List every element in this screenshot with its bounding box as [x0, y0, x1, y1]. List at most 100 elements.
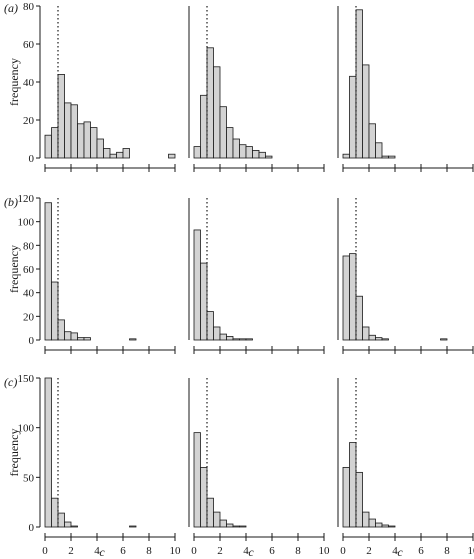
histogram-bar — [349, 75, 357, 159]
histogram-bar — [388, 525, 396, 528]
histogram-bar — [200, 262, 208, 341]
histogram-bar — [64, 102, 72, 159]
x-tick-label: 0 — [340, 545, 346, 557]
histogram-bar — [70, 525, 78, 528]
histogram-bar — [206, 311, 214, 341]
histogram-panel-a-2 — [188, 6, 325, 172]
histogram-bar — [232, 338, 240, 341]
histogram-bar — [375, 522, 383, 528]
x-tick-label: 2 — [68, 545, 74, 557]
histogram-bar — [116, 151, 124, 159]
histogram-bar — [355, 471, 363, 528]
x-tick-label: 6 — [120, 545, 126, 557]
histogram-bar — [64, 331, 72, 341]
histogram-bar — [57, 319, 65, 341]
histogram-bar — [57, 74, 65, 159]
histogram-panel-a-1: 0 20 40 60 80 frequency — [7, 1, 176, 172]
x-tick-label: 4 — [243, 545, 249, 557]
histogram-bar — [239, 525, 247, 528]
histogram-bar — [381, 338, 389, 341]
histogram-bar — [213, 66, 221, 159]
histogram-bar — [129, 525, 137, 528]
y-tick-label: 0 — [29, 153, 35, 165]
histogram-bar — [103, 148, 111, 159]
histogram-bar — [193, 146, 201, 159]
histogram-bar — [44, 202, 52, 341]
x-tick-label: 8 — [295, 545, 301, 557]
histogram-bar — [355, 9, 363, 159]
histogram-bar — [381, 155, 389, 159]
histogram-bar — [355, 295, 363, 341]
row-label-b: (b) — [4, 195, 18, 209]
histogram-bar — [77, 123, 85, 159]
histogram-bar — [245, 338, 253, 341]
x-tick-label: 0 — [191, 545, 197, 557]
histogram-panel-b-2 — [188, 198, 325, 354]
x-tick-label: 2 — [366, 545, 372, 557]
histogram-bar — [64, 521, 72, 528]
panels-group: 020406080frequency020406080100120frequen… — [7, 1, 474, 559]
y-tick-label: 80 — [23, 1, 35, 13]
histogram-bar — [122, 148, 130, 159]
histogram-bar — [342, 466, 350, 528]
x-tick-label: 2 — [217, 545, 223, 557]
histogram-bar — [265, 155, 273, 159]
histogram-bar — [226, 336, 234, 341]
x-tick-label: 8 — [444, 545, 450, 557]
histogram-bar — [200, 466, 208, 528]
histogram-bar — [375, 142, 383, 159]
histogram-bar — [245, 146, 253, 159]
histogram-bar — [368, 518, 376, 528]
histogram-bar — [51, 127, 59, 159]
x-tick-label: 6 — [418, 545, 424, 557]
histogram-bar — [90, 127, 98, 159]
y-tick-label: 100 — [18, 423, 35, 435]
histogram-bar — [83, 121, 91, 159]
histogram-bar — [213, 326, 221, 341]
y-tick-label: 50 — [23, 472, 35, 484]
histogram-bar — [258, 151, 266, 159]
histogram-bar — [362, 511, 370, 528]
x-tick-label: 0 — [42, 545, 48, 557]
y-tick-label: 150 — [18, 373, 35, 385]
histogram-bar — [206, 497, 214, 528]
histogram-bar — [368, 334, 376, 341]
histogram-bar — [193, 432, 201, 528]
x-tick-label: 10 — [170, 545, 182, 557]
histogram-bar — [168, 153, 176, 159]
y-axis-label: frequency — [7, 58, 21, 106]
row-label-c: (c) — [4, 375, 17, 389]
histogram-bar — [226, 127, 234, 159]
x-tick-label: 10 — [319, 545, 331, 557]
y-tick-label: 0 — [29, 335, 35, 347]
x-axis-label: c — [248, 545, 254, 559]
histogram-bar — [213, 511, 221, 528]
histogram-bar — [368, 123, 376, 159]
histogram-panel-b-3 — [337, 198, 474, 354]
y-axis-label: frequency — [7, 429, 21, 477]
histogram-panel-c-2: 0 2 4 6 8 10 c — [188, 378, 331, 559]
histogram-bar — [388, 155, 396, 159]
histogram-bar — [44, 377, 52, 528]
histogram-bar — [219, 106, 227, 159]
histogram-bar — [239, 144, 247, 159]
y-tick-label: 60 — [23, 264, 35, 276]
histogram-bar — [206, 47, 214, 159]
x-tick-label: 10 — [468, 545, 474, 557]
histogram-bar — [109, 153, 117, 159]
y-tick-label: 60 — [23, 39, 35, 51]
histogram-bar — [70, 104, 78, 159]
histogram-bar — [349, 442, 357, 528]
x-axis-label: c — [397, 545, 403, 559]
histogram-bar — [252, 149, 260, 159]
y-tick-label: 40 — [23, 77, 35, 89]
row-label-a: (a) — [4, 1, 18, 15]
y-tick-label: 0 — [29, 522, 35, 534]
histogram-bar — [77, 337, 85, 341]
histogram-bar — [70, 332, 78, 341]
histogram-bar — [51, 281, 59, 341]
histogram-panel-c-1: 0 50 100 150 0 2 4 6 8 10 c frequency — [7, 373, 181, 559]
histogram-bar — [44, 134, 52, 159]
histogram-bar — [57, 512, 65, 528]
